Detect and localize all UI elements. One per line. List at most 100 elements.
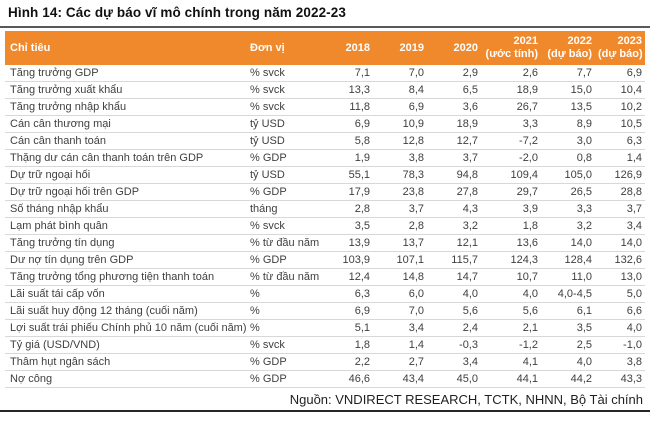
row-value: 14,7 [427, 268, 481, 286]
row-value: 7,1 [323, 65, 373, 82]
row-value: 14,0 [595, 234, 645, 252]
row-value: 1,4 [373, 336, 427, 354]
row-value: 13,7 [373, 234, 427, 252]
row-label: Dự trữ ngoại hối trên GDP [5, 183, 247, 201]
row-value: 43,4 [373, 370, 427, 388]
row-unit: % svck [247, 217, 323, 235]
table-row: Dự trữ ngoại hối trên GDP% GDP 17,9 23,8 27… [5, 183, 645, 201]
table-row: Nợ công% GDP 46,6 43,4 45,0 44,1 44,2 43,3 [5, 370, 645, 388]
row-value: 23,8 [373, 183, 427, 201]
row-unit: % svck [247, 98, 323, 116]
row-value: 3,2 [541, 217, 595, 235]
row-value: 4,3 [427, 200, 481, 218]
row-unit: % svck [247, 81, 323, 99]
row-value: 2,9 [427, 65, 481, 82]
row-value: 6,9 [373, 98, 427, 116]
row-value: 3,9 [481, 200, 541, 218]
table-row: Lãi suất huy động 12 tháng (cuối năm)% 6,… [5, 302, 645, 320]
row-value: 6,6 [595, 302, 645, 320]
row-label: Tăng trưởng tổng phương tiện thanh toán [5, 268, 247, 286]
row-value: 5,6 [481, 302, 541, 320]
row-value: 6,9 [323, 302, 373, 320]
row-unit: % GDP [247, 149, 323, 167]
row-value: 128,4 [541, 251, 595, 269]
row-value: 14,0 [541, 234, 595, 252]
row-value: 4,1 [481, 353, 541, 371]
row-value: 3,3 [541, 200, 595, 218]
col-header-2020: 2020 [427, 31, 481, 65]
row-value: 6,5 [427, 81, 481, 99]
row-label: Dư nợ tín dụng trên GDP [5, 251, 247, 269]
row-value: 18,9 [481, 81, 541, 99]
row-value: 10,5 [595, 115, 645, 133]
row-value: 3,7 [595, 200, 645, 218]
row-value: 5,0 [595, 285, 645, 303]
row-value: 132,6 [595, 251, 645, 269]
table-row: Tăng trưởng nhập khẩu% svck 11,8 6,9 3,6 26,… [5, 98, 645, 116]
row-label: Tăng trưởng nhập khẩu [5, 98, 247, 116]
table-row: Dự trữ ngoại hối tỷ USD 55,1 78,3 94,8 109,4 1… [5, 166, 645, 184]
row-unit: tỷ USD [247, 166, 323, 184]
row-value: 4,0 [595, 319, 645, 337]
row-value: 4,0 [427, 285, 481, 303]
row-value: 7,0 [373, 65, 427, 82]
row-value: 3,0 [541, 132, 595, 150]
row-value: 2,4 [427, 319, 481, 337]
row-value: 1,4 [595, 149, 645, 167]
row-value: 17,9 [323, 183, 373, 201]
row-value: 103,9 [323, 251, 373, 269]
row-value: 3,7 [373, 200, 427, 218]
row-label: Nợ công [5, 370, 247, 388]
row-value: 43,3 [595, 370, 645, 388]
row-label: Số tháng nhập khẩu [5, 200, 247, 218]
table-row: Thặng dư cán cân thanh toán trên GDP% GD… [5, 149, 645, 167]
row-value: 3,8 [373, 149, 427, 167]
row-value: 10,9 [373, 115, 427, 133]
row-value: 4,0 [541, 353, 595, 371]
row-label: Lợi suất trái phiếu Chính phủ 10 năm (cu… [5, 319, 247, 337]
row-value: -2,0 [481, 149, 541, 167]
row-value: 6,9 [595, 65, 645, 82]
macro-forecast-figure: Hình 14: Các dự báo vĩ mô chính trong nă… [0, 5, 650, 412]
row-value: 3,3 [481, 115, 541, 133]
row-value: 5,6 [427, 302, 481, 320]
row-value: 29,7 [481, 183, 541, 201]
row-unit: % từ đầu năm [247, 268, 323, 286]
table-row: Tăng trưởng GDP% svck 7,1 7,0 2,9 2,6 7,7 6,9 [5, 65, 645, 82]
row-value: 10,2 [595, 98, 645, 116]
macro-forecast-table: Chỉ tiêu Đơn vị 2018 2019 2020 2021 (ước… [5, 31, 645, 388]
row-value: 3,7 [427, 149, 481, 167]
row-value: 10,4 [595, 81, 645, 99]
table-row: Tăng trưởng tín dụng% từ đầu năm 13,9 13,7… [5, 234, 645, 252]
row-value: 26,5 [541, 183, 595, 201]
col-header-2018: 2018 [323, 31, 373, 65]
row-unit: % GDP [247, 183, 323, 201]
row-value: 2,5 [541, 336, 595, 354]
row-label: Thặng dư cán cân thanh toán trên GDP [5, 149, 247, 167]
row-value: 45,0 [427, 370, 481, 388]
row-value: 105,0 [541, 166, 595, 184]
row-value: 0,8 [541, 149, 595, 167]
table-header-row: Chỉ tiêu Đơn vị 2018 2019 2020 2021 (ước… [5, 31, 645, 65]
row-value: 5,1 [323, 319, 373, 337]
row-value: 10,7 [481, 268, 541, 286]
row-value: 12,8 [373, 132, 427, 150]
row-value: 13,0 [595, 268, 645, 286]
row-value: 46,6 [323, 370, 373, 388]
row-label: Lạm phát bình quân [5, 217, 247, 235]
row-value: -1,0 [595, 336, 645, 354]
row-value: 6,0 [373, 285, 427, 303]
table-row: Thâm hụt ngân sách% GDP 2,2 2,7 3,4 4,1 4,0 3,… [5, 353, 645, 371]
row-value: 3,4 [373, 319, 427, 337]
row-value: 1,8 [481, 217, 541, 235]
row-label: Thâm hụt ngân sách [5, 353, 247, 371]
row-value: 6,3 [595, 132, 645, 150]
row-value: 26,7 [481, 98, 541, 116]
row-value: 2,7 [373, 353, 427, 371]
row-label: Lãi suất tái cấp vốn [5, 285, 247, 303]
row-value: 3,5 [541, 319, 595, 337]
table-row: Lạm phát bình quân% svck 3,5 2,8 3,2 1,8 3,2 3… [5, 217, 645, 235]
row-unit: % GDP [247, 353, 323, 371]
row-value: 94,8 [427, 166, 481, 184]
row-value: 7,0 [373, 302, 427, 320]
